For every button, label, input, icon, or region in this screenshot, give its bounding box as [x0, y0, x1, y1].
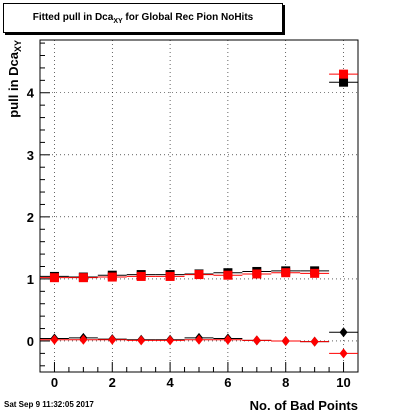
x-tick-label: 10	[336, 375, 350, 390]
diamond-marker	[223, 334, 232, 345]
diamond-marker	[166, 335, 175, 346]
x-tick-label: 8	[282, 375, 289, 390]
x-axis-label: No. of Bad Points	[250, 398, 358, 413]
square-marker	[281, 268, 291, 278]
x-tick-label: 0	[51, 375, 58, 390]
timestamp: Sat Sep 9 11:32:05 2017	[4, 400, 94, 409]
square-marker	[223, 270, 233, 280]
y-tick-label: 2	[27, 210, 34, 225]
y-axis-label-sub: XY	[13, 40, 23, 52]
x-tick-label: 6	[224, 375, 231, 390]
square-marker	[78, 273, 88, 283]
y-tick-label: 4	[27, 86, 35, 101]
y-tick-label: 0	[27, 334, 34, 349]
square-marker	[339, 69, 349, 79]
title-prefix: Fitted pull in Dca	[32, 12, 114, 23]
square-marker	[252, 269, 262, 279]
title-subscript: XY	[113, 18, 123, 25]
diamond-marker	[339, 348, 348, 359]
y-axis-label: pull in DcaXY	[6, 40, 23, 118]
grid	[40, 40, 358, 372]
chart-title: Fitted pull in DcaXY for Global Rec Pion…	[4, 12, 282, 25]
square-marker	[310, 268, 320, 278]
diamond-marker	[195, 334, 203, 345]
diamond-marker	[252, 335, 261, 346]
square-marker	[165, 271, 175, 281]
y-tick-label: 1	[27, 272, 34, 287]
diamond-marker	[281, 335, 290, 346]
data-marks	[40, 69, 358, 359]
diamond-marker	[108, 334, 117, 345]
title-box: Fitted pull in DcaXY for Global Rec Pion…	[3, 3, 283, 33]
square-marker	[136, 271, 146, 281]
y-axis-label-main: pull in Dca	[6, 51, 21, 118]
x-tick-label: 4	[166, 375, 174, 390]
square-marker	[194, 270, 204, 280]
diamond-marker	[50, 334, 59, 345]
title-suffix: for Global Rec Pion NoHits	[122, 12, 254, 23]
x-tick-label: 2	[109, 375, 116, 390]
diamond-marker	[79, 334, 88, 345]
diamond-marker	[310, 336, 319, 347]
y-tick-label: 3	[27, 148, 34, 163]
square-marker	[107, 272, 117, 282]
axes: 0 2 4 6 8 10 0 1 2 3 4	[27, 42, 359, 390]
plot-frame	[39, 39, 359, 373]
diamond-marker	[137, 335, 146, 346]
square-marker	[339, 77, 349, 87]
square-marker	[49, 273, 59, 283]
diamond-marker	[339, 327, 348, 338]
